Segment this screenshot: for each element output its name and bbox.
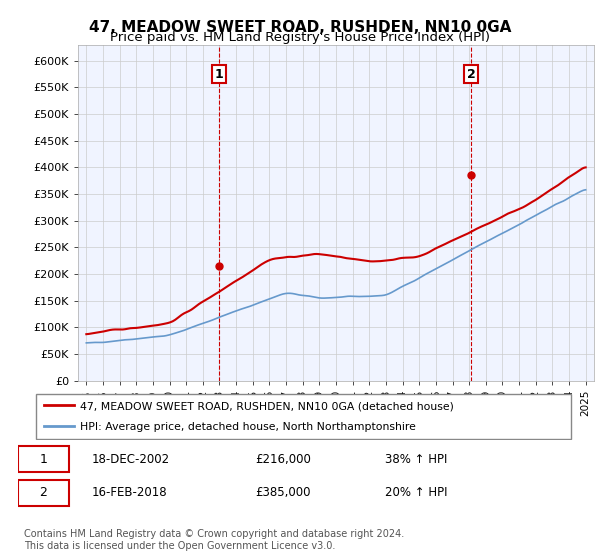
Text: 1: 1 (215, 68, 223, 81)
FancyBboxPatch shape (18, 446, 69, 472)
Text: 16-FEB-2018: 16-FEB-2018 (91, 486, 167, 500)
Text: 2: 2 (467, 68, 476, 81)
FancyBboxPatch shape (18, 480, 69, 506)
Text: Contains HM Land Registry data © Crown copyright and database right 2024.
This d: Contains HM Land Registry data © Crown c… (24, 529, 404, 551)
Text: 2: 2 (40, 486, 47, 500)
Text: 20% ↑ HPI: 20% ↑ HPI (385, 486, 447, 500)
Text: Price paid vs. HM Land Registry's House Price Index (HPI): Price paid vs. HM Land Registry's House … (110, 31, 490, 44)
Text: 47, MEADOW SWEET ROAD, RUSHDEN, NN10 0GA (detached house): 47, MEADOW SWEET ROAD, RUSHDEN, NN10 0GA… (80, 402, 454, 411)
Text: 18-DEC-2002: 18-DEC-2002 (91, 452, 169, 466)
Text: 47, MEADOW SWEET ROAD, RUSHDEN, NN10 0GA: 47, MEADOW SWEET ROAD, RUSHDEN, NN10 0GA (89, 20, 511, 35)
FancyBboxPatch shape (35, 394, 571, 438)
Text: 1: 1 (40, 452, 47, 466)
Text: HPI: Average price, detached house, North Northamptonshire: HPI: Average price, detached house, Nort… (80, 422, 416, 432)
Text: 38% ↑ HPI: 38% ↑ HPI (385, 452, 447, 466)
Text: £216,000: £216,000 (255, 452, 311, 466)
Text: £385,000: £385,000 (255, 486, 310, 500)
